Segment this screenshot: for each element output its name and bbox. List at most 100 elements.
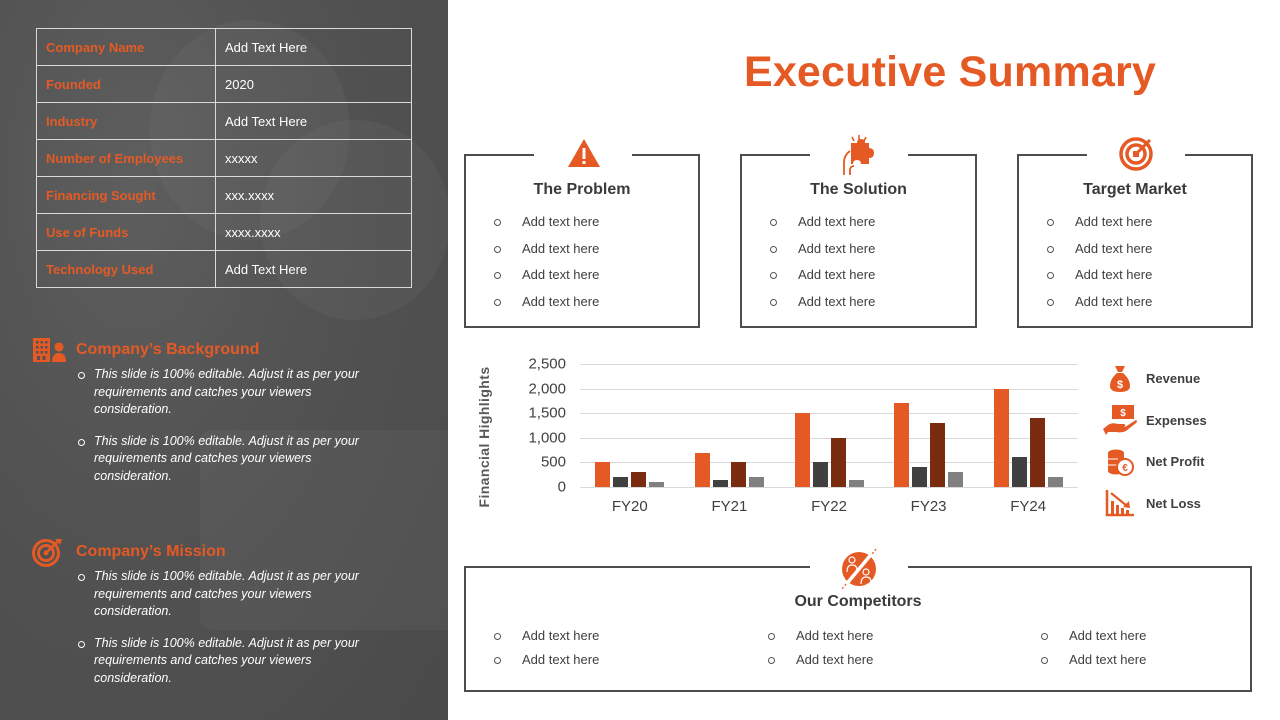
competitors-column: Add text here Add text here — [1041, 627, 1146, 675]
competitor-item: Add text here — [768, 627, 873, 651]
problem-card: The Problem Add text here Add text here … — [464, 139, 700, 328]
x-tick-label: FY20 — [611, 498, 648, 515]
building-person-icon — [32, 336, 68, 364]
y-tick-label: 2,500 — [528, 355, 566, 373]
y-tick-label: 1,000 — [528, 429, 566, 447]
company-info-row: Technology Used Add Text Here — [36, 250, 412, 288]
solution-title: The Solution — [810, 181, 907, 198]
target-icon — [1114, 130, 1160, 176]
bar-revenue-fy21 — [694, 452, 710, 487]
info-value: xxx.xxxx — [215, 176, 412, 214]
bar-expenses-fy22 — [812, 462, 828, 487]
competitors-icon — [836, 546, 882, 592]
company-info-row: Financing Sought xxx.xxxx — [36, 176, 412, 214]
solution-card: The Solution Add text here Add text here… — [740, 135, 977, 328]
y-tick-label: 0 — [557, 478, 566, 496]
solution-item: Add text here — [770, 240, 875, 267]
background-bullet: This slide is 100% editable. Adjust it a… — [76, 366, 386, 419]
bar-net-profit-fy23 — [930, 423, 946, 487]
bar-revenue-fy22 — [794, 413, 810, 487]
competitor-item: Add text here — [494, 627, 599, 651]
y-tick-label: 1,500 — [528, 404, 566, 422]
company-background-title: Company’s Background — [76, 341, 260, 358]
problem-title: The Problem — [533, 181, 631, 198]
info-value: 2020 — [215, 65, 412, 103]
solution-item: Add text here — [770, 213, 875, 240]
warning-icon — [561, 130, 607, 176]
solution-item: Add text here — [770, 293, 875, 320]
company-info-table: Company Name Add Text Here Founded 2020 Indu… — [36, 28, 412, 288]
svg-text:€: € — [1122, 463, 1128, 474]
info-label: Industry — [36, 102, 216, 140]
x-tick-label: FY24 — [1010, 498, 1047, 515]
hand-cash-icon: $ — [1102, 404, 1138, 436]
legend-item-net-profit: € Net Profit — [1102, 441, 1262, 483]
bar-net-profit-fy24 — [1029, 418, 1045, 487]
competitor-item: Add text here — [768, 651, 873, 675]
target-market-item: Add text here — [1047, 213, 1152, 240]
info-label: Use of Funds — [36, 213, 216, 251]
info-label: Number of Employees — [36, 139, 216, 177]
bar-net-loss-fy23 — [948, 472, 964, 487]
gridline — [580, 437, 1078, 439]
solution-item: Add text here — [770, 266, 875, 293]
legend-item-revenue: $ Revenue — [1102, 358, 1262, 400]
bar-expenses-fy21 — [712, 479, 728, 487]
gridline — [580, 462, 1078, 464]
legend-item-expenses: $ Expenses — [1102, 400, 1262, 442]
gridline — [580, 388, 1078, 390]
info-value: xxxxx — [215, 139, 412, 177]
competitors-column: Add text here Add text here — [768, 627, 873, 675]
company-info-row: Company Name Add Text Here — [36, 28, 412, 66]
money-bag-icon: $ — [1102, 363, 1138, 395]
background-bullet: This slide is 100% editable. Adjust it a… — [76, 433, 386, 486]
x-tick-label: FY21 — [711, 498, 748, 515]
company-mission-title: Company’s Mission — [76, 543, 226, 560]
x-tick-label: FY23 — [910, 498, 947, 515]
bar-revenue-fy23 — [894, 403, 910, 487]
info-value: Add Text Here — [215, 28, 412, 66]
company-info-row: Number of Employees xxxxx — [36, 139, 412, 177]
target-market-card: Target Market Add text here Add text her… — [1017, 137, 1253, 328]
competitors-card: Our Competitors Add text here Add text h… — [464, 548, 1252, 692]
problem-item: Add text here — [494, 293, 599, 320]
mission-bullet: This slide is 100% editable. Adjust it a… — [76, 635, 386, 688]
target-market-item: Add text here — [1047, 293, 1152, 320]
financial-highlights-chart: Financial Highlights 0 500 1,000 1,500 2,000… — [470, 350, 1090, 520]
bar-net-profit-fy21 — [730, 462, 746, 487]
competitors-title: Our Competitors — [794, 593, 922, 610]
gridline — [580, 487, 1078, 488]
x-tick-label: FY22 — [811, 498, 847, 515]
info-value: Add Text Here — [215, 102, 412, 140]
declining-chart-icon — [1102, 487, 1138, 519]
legend-item-net-loss: Net Loss — [1102, 483, 1262, 525]
bar-revenue-fy24 — [993, 388, 1009, 487]
competitors-column: Add text here Add text here — [494, 627, 599, 675]
problem-item: Add text here — [494, 240, 599, 267]
gridline — [580, 413, 1078, 415]
svg-text:$: $ — [1117, 379, 1123, 391]
bar-net-loss-fy20 — [649, 482, 665, 487]
y-axis-title: Financial Highlights — [476, 366, 492, 508]
company-info-panel: Company Name Add Text Here Founded 2020 Indu… — [0, 0, 448, 720]
y-tick-label: 500 — [540, 453, 566, 471]
puzzle-hand-icon — [836, 132, 882, 178]
chart-legend: $ Revenue $ Expenses — [1102, 358, 1262, 524]
info-label: Company Name — [36, 28, 216, 66]
mission-bullet: This slide is 100% editable. Adjust it a… — [76, 568, 386, 621]
competitor-item: Add text here — [1041, 651, 1146, 675]
bar-expenses-fy23 — [912, 467, 928, 487]
bar-net-profit-fy20 — [631, 472, 647, 487]
bar-net-loss-fy21 — [748, 477, 764, 487]
coin-stack-euro-icon: € — [1102, 446, 1138, 478]
info-value: xxxx.xxxx — [215, 213, 412, 251]
company-mission-section: Company’s Mission This slide is 100% edi… — [32, 538, 432, 701]
info-label: Financing Sought — [36, 176, 216, 214]
competitor-item: Add text here — [1041, 627, 1146, 651]
bar-expenses-fy24 — [1011, 457, 1027, 487]
bar-net-loss-fy24 — [1047, 477, 1063, 487]
problem-item: Add text here — [494, 266, 599, 293]
target-market-item: Add text here — [1047, 266, 1152, 293]
gridline — [580, 364, 1078, 365]
